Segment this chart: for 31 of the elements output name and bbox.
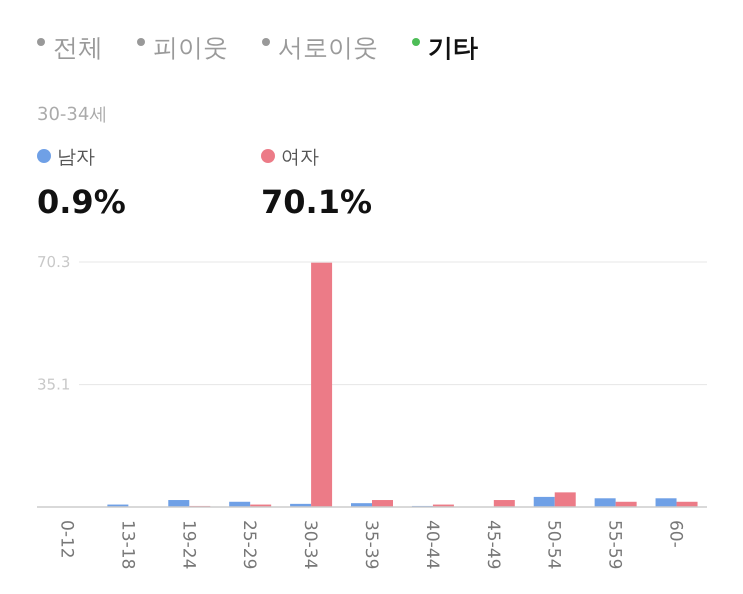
x-tick-label: 13-18	[117, 520, 138, 570]
legend-label: 여자	[281, 146, 319, 168]
bar	[311, 262, 332, 507]
bar	[594, 498, 616, 507]
x-tick-label: 25-29	[239, 520, 260, 570]
text: 70.1%	[261, 183, 372, 221]
legend: 여자	[261, 146, 319, 168]
tab: 기타	[412, 33, 478, 62]
x-tick-label: 35-39	[361, 520, 381, 570]
x-tick-label: 55-59	[604, 520, 625, 570]
x-tick-label: 45-49	[482, 520, 503, 570]
text: 0.9%	[37, 183, 126, 221]
chart-subtitle: 30-34세	[37, 104, 108, 125]
bar	[168, 500, 190, 507]
bar	[494, 500, 515, 507]
tab: 피이웃	[137, 33, 228, 62]
x-tick-label: 60-	[666, 520, 686, 548]
x-tick-label: 0-12	[56, 520, 76, 559]
x-tick-label: 30-34	[300, 520, 320, 570]
bar	[554, 492, 576, 507]
legend-label: 남자	[57, 146, 95, 168]
x-tick-label: 50-54	[544, 520, 564, 570]
tab: 전체	[37, 33, 103, 62]
tab: 서로이웃	[262, 33, 378, 62]
bar	[534, 496, 555, 507]
legend: 남자	[37, 146, 95, 168]
x-tick-label: 19-24	[178, 520, 198, 570]
bar	[656, 498, 677, 507]
bar	[351, 503, 372, 507]
bar	[372, 500, 393, 507]
x-tick-label: 40-44	[422, 520, 442, 570]
